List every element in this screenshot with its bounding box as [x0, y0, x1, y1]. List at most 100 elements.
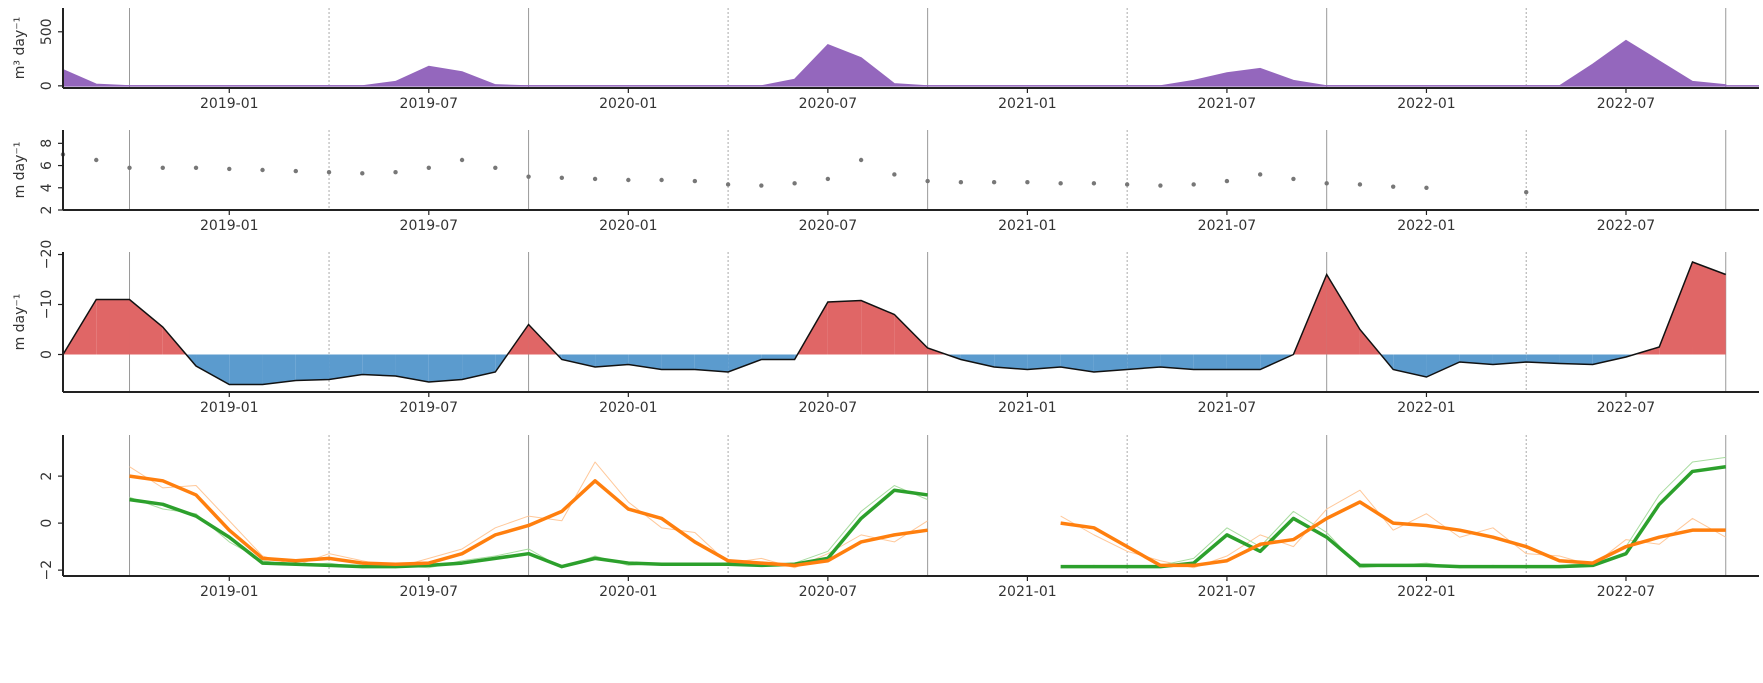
area-fill — [960, 354, 995, 367]
area-fill — [561, 354, 596, 367]
x-tick-label: 2022-07 — [1597, 584, 1656, 600]
area-fill — [96, 299, 130, 355]
y-axis-label: m³ day⁻¹ — [12, 17, 28, 79]
x-tick-label: 2019-01 — [200, 96, 259, 112]
area-fill — [129, 299, 163, 355]
point — [1390, 184, 1396, 189]
point — [1324, 181, 1329, 186]
point — [1091, 181, 1097, 186]
y-tick-label: 0 — [39, 350, 55, 359]
point — [493, 165, 498, 170]
x-tick-label: 2019-07 — [400, 218, 459, 234]
x-tick-label: 2020-07 — [799, 400, 858, 416]
point — [958, 180, 964, 185]
point — [1257, 172, 1263, 177]
point — [1058, 181, 1063, 186]
area-fill — [262, 354, 296, 385]
x-tick-label: 2019-07 — [400, 584, 459, 600]
point — [360, 171, 365, 176]
y-axis-label: m day⁻¹ — [12, 294, 28, 351]
point — [659, 177, 664, 183]
y-tick-label: 6 — [39, 161, 55, 170]
area-fill — [1027, 354, 1061, 370]
x-tick-label: 2021-07 — [1198, 400, 1257, 416]
area-fill — [1160, 354, 1194, 370]
y-tick-label: −2 — [39, 560, 55, 581]
y-tick-label: 0 — [39, 81, 55, 90]
y-tick-label: 2 — [39, 206, 55, 215]
area-fill — [861, 300, 895, 355]
point — [759, 183, 764, 188]
x-tick-label: 2021-07 — [1198, 96, 1257, 112]
area-fill — [1526, 354, 1560, 364]
point — [393, 170, 398, 175]
area-fill — [595, 354, 629, 367]
point — [127, 165, 132, 170]
x-tick-label: 2022-07 — [1597, 96, 1656, 112]
point — [193, 165, 199, 170]
area-fill — [1127, 354, 1161, 370]
y-tick-label: 500 — [39, 18, 55, 45]
point — [626, 177, 631, 183]
point — [892, 172, 897, 177]
x-tick-label: 2019-07 — [400, 400, 459, 416]
x-tick-label: 2022-01 — [1397, 584, 1456, 600]
x-tick-label: 2020-01 — [599, 584, 658, 600]
point — [692, 178, 698, 184]
x-tick-label: 2022-07 — [1597, 400, 1656, 416]
area-fill — [827, 300, 862, 355]
area-fill — [894, 314, 928, 355]
x-tick-label: 2020-01 — [599, 218, 658, 234]
point — [526, 174, 531, 179]
point — [326, 170, 332, 175]
x-tick-label: 2020-01 — [599, 400, 658, 416]
point — [1191, 182, 1196, 187]
x-tick-label: 2022-01 — [1397, 400, 1456, 416]
point — [459, 157, 465, 163]
y-tick-label: −20 — [39, 240, 55, 270]
x-tick-label: 2019-07 — [400, 96, 459, 112]
x-tick-label: 2021-01 — [998, 96, 1057, 112]
area-fill — [1559, 354, 1593, 365]
point — [1158, 183, 1163, 188]
area-fill — [229, 354, 263, 385]
area-fill — [196, 354, 230, 385]
area-fill — [1326, 274, 1360, 355]
x-tick-label: 2019-01 — [200, 400, 259, 416]
point — [825, 176, 831, 182]
point — [1424, 185, 1429, 190]
point — [1357, 182, 1363, 187]
x-tick-label: 2022-01 — [1397, 218, 1456, 234]
area-fill — [994, 354, 1028, 370]
point — [991, 180, 997, 185]
y-axis-label: m day⁻¹ — [12, 142, 28, 199]
point — [725, 182, 731, 187]
x-tick-label: 2021-01 — [998, 218, 1057, 234]
point — [94, 157, 99, 163]
area-fill — [1226, 354, 1261, 370]
x-tick-label: 2020-07 — [799, 584, 858, 600]
area-fill — [694, 354, 729, 372]
x-tick-label: 2019-01 — [200, 584, 259, 600]
x-tick-label: 2021-07 — [1198, 584, 1257, 600]
area-fill — [362, 354, 396, 376]
y-tick-label: −10 — [39, 290, 55, 320]
area-fill — [661, 354, 695, 370]
point — [925, 178, 930, 184]
area — [62, 39, 1727, 87]
area-fill — [1093, 354, 1128, 372]
y-tick-label: 0 — [39, 519, 55, 528]
point — [160, 165, 165, 170]
point — [1124, 182, 1130, 187]
y-tick-label: 2 — [39, 472, 55, 481]
point — [227, 166, 232, 172]
x-tick-label: 2021-07 — [1198, 218, 1257, 234]
area-fill — [1193, 354, 1227, 370]
x-tick-label: 2022-01 — [1397, 96, 1456, 112]
line — [62, 261, 1727, 386]
x-tick-label: 2022-07 — [1597, 218, 1656, 234]
area-fill — [1426, 354, 1460, 377]
area-fill — [628, 354, 662, 370]
